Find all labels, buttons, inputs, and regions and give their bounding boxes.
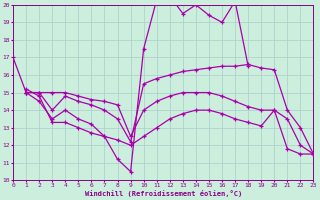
X-axis label: Windchill (Refroidissement éolien,°C): Windchill (Refroidissement éolien,°C) [84,190,242,197]
